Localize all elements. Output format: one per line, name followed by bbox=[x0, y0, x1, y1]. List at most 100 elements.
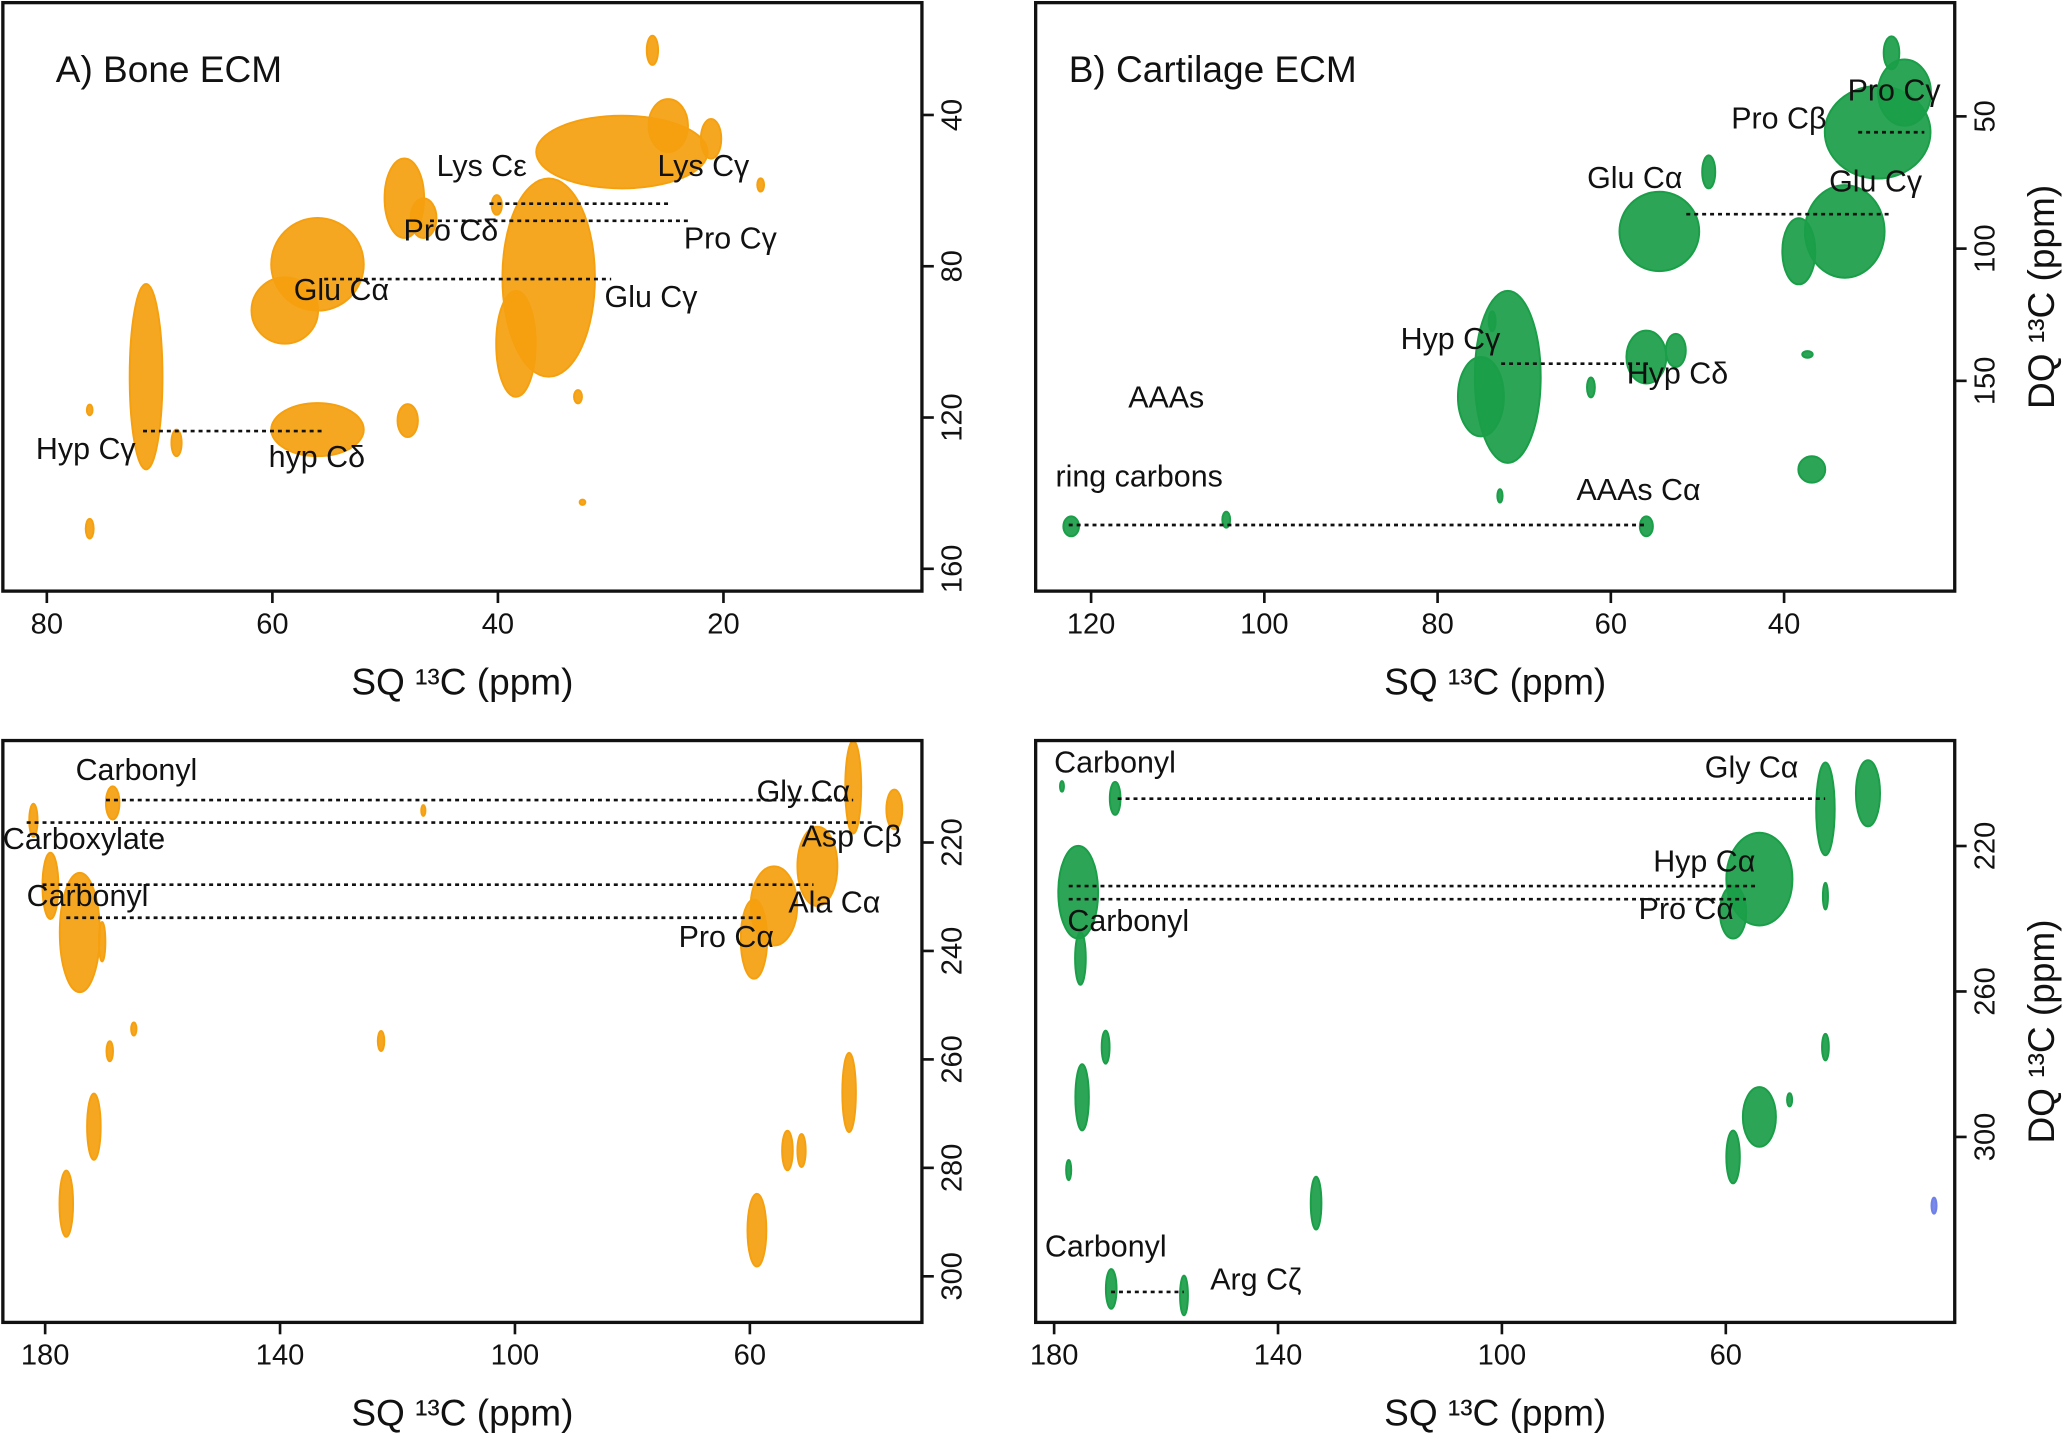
y-tick-label: 260 bbox=[1969, 967, 2001, 1016]
peak bbox=[1803, 184, 1886, 279]
peak bbox=[495, 289, 537, 398]
peak bbox=[97, 920, 107, 963]
frame bbox=[1034, 738, 1957, 1325]
x-tick-label: 80 bbox=[1421, 608, 1453, 640]
x-tick-label: 100 bbox=[491, 1340, 540, 1372]
y-tick-label: 260 bbox=[937, 1035, 969, 1084]
peak bbox=[1664, 332, 1687, 368]
peak bbox=[1059, 780, 1065, 793]
y-tick-label: 120 bbox=[937, 393, 969, 442]
frame bbox=[1, 0, 924, 593]
peak-label: Hyp Cα bbox=[1653, 844, 1755, 878]
peak bbox=[699, 117, 723, 160]
peak bbox=[578, 498, 587, 506]
y-tick-label: 300 bbox=[937, 1252, 969, 1301]
x-tick-label: 80 bbox=[31, 608, 63, 640]
peak bbox=[1821, 881, 1829, 911]
peak bbox=[58, 1169, 75, 1238]
peak-label: Carbonyl bbox=[76, 753, 198, 787]
peak bbox=[1065, 1159, 1073, 1182]
x-tick-label: 180 bbox=[1030, 1340, 1079, 1372]
peak bbox=[739, 898, 769, 980]
peak bbox=[1487, 310, 1497, 333]
peak bbox=[1586, 376, 1596, 399]
peak bbox=[376, 1029, 386, 1052]
peak bbox=[1638, 515, 1654, 538]
x-axis-label: SQ ¹³C (ppm) bbox=[1384, 1392, 1606, 1434]
peak-label: Hyp Cδ bbox=[1627, 356, 1728, 390]
x-tick-label: 180 bbox=[21, 1340, 70, 1372]
peak bbox=[128, 283, 164, 471]
peak-label: AAAs bbox=[1128, 380, 1204, 414]
peak bbox=[1074, 1063, 1090, 1132]
peak bbox=[796, 1132, 807, 1169]
peak bbox=[1877, 58, 1932, 127]
peak bbox=[1496, 488, 1504, 504]
peak-label: Glu Cγ bbox=[1829, 165, 1923, 199]
peak-label: Carbonyl bbox=[27, 879, 149, 913]
peak-label: hyp Cδ bbox=[269, 440, 365, 474]
peak bbox=[28, 802, 39, 838]
y-tick-label: 280 bbox=[937, 1144, 969, 1193]
peak bbox=[41, 851, 60, 920]
peak bbox=[170, 428, 183, 458]
x-axis-label: SQ ¹³C (ppm) bbox=[351, 660, 573, 702]
x-axis-label: SQ ¹³C (ppm) bbox=[1384, 660, 1606, 702]
peak bbox=[1179, 1274, 1189, 1317]
y-tick-label: 160 bbox=[937, 545, 969, 594]
peak bbox=[85, 403, 94, 417]
peak bbox=[1786, 1092, 1794, 1108]
peak-label: Carbonyl bbox=[1067, 904, 1189, 938]
peak bbox=[84, 517, 95, 540]
peak bbox=[1797, 455, 1827, 484]
peak bbox=[1104, 1268, 1118, 1310]
peak-label: Glu Cα bbox=[294, 273, 389, 307]
peak-label: Pro Cγ bbox=[684, 222, 778, 256]
y-axis-label: DQ ¹³C (ppm) bbox=[2020, 919, 2062, 1143]
peak-label: Pro Cα bbox=[679, 920, 774, 954]
x-tick-label: 120 bbox=[1067, 608, 1116, 640]
x-tick-label: 60 bbox=[1595, 608, 1627, 640]
peak bbox=[130, 1021, 138, 1037]
x-axis-label: SQ ¹³C (ppm) bbox=[351, 1392, 573, 1434]
peak bbox=[1701, 154, 1717, 190]
peak bbox=[796, 825, 839, 907]
peak-label: Gly Cα bbox=[1705, 751, 1799, 785]
peak-label: Hyp Cγ bbox=[1401, 322, 1501, 356]
peak bbox=[781, 1129, 794, 1172]
y-tick-label: 220 bbox=[937, 818, 969, 867]
peak bbox=[573, 389, 583, 405]
peak-label: Gly Cα bbox=[757, 774, 851, 808]
y-tick-label: 150 bbox=[1969, 357, 2001, 406]
y-tick-label: 100 bbox=[1969, 224, 2001, 273]
peak-label: Pro Cδ bbox=[404, 214, 499, 248]
x-tick-label: 40 bbox=[482, 608, 514, 640]
plot-area bbox=[84, 34, 766, 540]
x-tick-label: 60 bbox=[1710, 1340, 1742, 1372]
peak bbox=[490, 194, 503, 216]
peak bbox=[647, 98, 689, 154]
peak bbox=[1801, 350, 1814, 359]
peak-label: Carboxylate bbox=[3, 822, 165, 856]
peak bbox=[420, 804, 427, 817]
peak bbox=[396, 403, 419, 438]
x-tick-label: 60 bbox=[256, 608, 288, 640]
y-tick-label: 240 bbox=[937, 927, 969, 976]
peak bbox=[1618, 190, 1701, 273]
peak bbox=[270, 402, 365, 458]
peak-label: Glu Cα bbox=[1587, 161, 1682, 195]
peak-label: Ala Cα bbox=[788, 885, 880, 919]
peak bbox=[86, 1092, 102, 1161]
peak bbox=[1930, 1196, 1938, 1215]
peak bbox=[1309, 1175, 1323, 1231]
frame bbox=[1034, 0, 1957, 593]
peak bbox=[104, 785, 121, 821]
peak bbox=[885, 788, 904, 831]
peak bbox=[746, 1192, 768, 1268]
x-tick-label: 60 bbox=[734, 1340, 766, 1372]
peak-label: ring carbons bbox=[1055, 460, 1222, 494]
peak-label: Carbonyl bbox=[1045, 1229, 1167, 1263]
peak bbox=[1100, 1029, 1111, 1065]
peak bbox=[645, 34, 660, 66]
